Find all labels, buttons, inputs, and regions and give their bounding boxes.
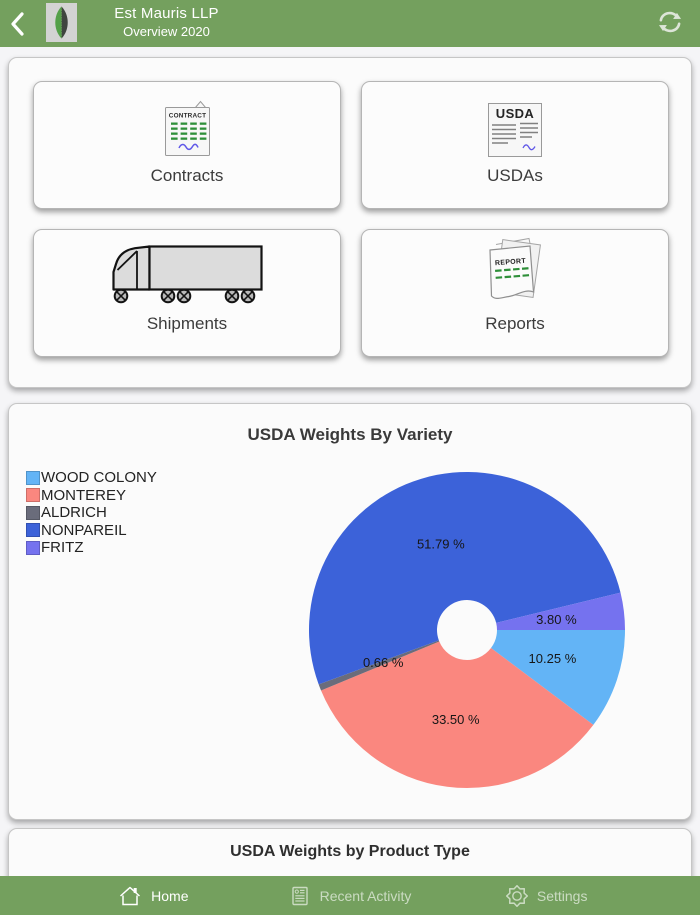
shipments-tile[interactable]: Shipments xyxy=(33,229,341,357)
top-nav-bar: Est Mauris LLP Overview 2020 xyxy=(0,0,700,47)
legend-item: ALDRICH xyxy=(26,504,157,521)
reports-tile-label: Reports xyxy=(485,314,545,333)
contracts-tile[interactable]: CONTRACT Contracts xyxy=(33,81,341,209)
legend-label: WOOD COLONY xyxy=(41,469,157,486)
legend-swatch xyxy=(26,523,40,537)
legend-item: FRITZ xyxy=(26,539,157,556)
tab-home[interactable]: Home xyxy=(55,885,252,907)
pie-slice-value-label: 51.79 % xyxy=(417,536,465,551)
recent-activity-icon xyxy=(291,886,308,905)
legend-item: NONPAREIL xyxy=(26,522,157,539)
legend-item: WOOD COLONY xyxy=(26,469,157,486)
variety-pie-chart: 10.25 % 33.50 % 0.66 % 51.79 % 3.80 % xyxy=(309,471,625,788)
legend-label: MONTEREY xyxy=(41,486,127,504)
pie-slice-value-label: 10.25 % xyxy=(529,651,577,666)
pie-slice-wood-colony xyxy=(490,630,625,725)
tab-settings-label: Settings xyxy=(536,887,588,904)
contracts-tile-label: Contracts xyxy=(150,166,224,185)
variety-chart-panel: USDA Weights By Variety WOOD COLONY MONTE… xyxy=(8,403,692,820)
usdas-tile[interactable]: USDA USDAs xyxy=(361,81,669,209)
tab-recent-activity[interactable]: Recent Activity xyxy=(252,885,449,907)
legend-swatch xyxy=(26,470,40,485)
report-stack-icon: REPORT xyxy=(489,237,541,299)
contract-document-icon: CONTRACT xyxy=(164,100,210,156)
usda-document-icon: USDA xyxy=(488,103,542,157)
pie-slice-monterey xyxy=(321,641,594,788)
legend-label: NONPAREIL xyxy=(41,521,127,539)
page-subtitle: Overview 2020 xyxy=(123,24,210,39)
tab-recent-activity-label: Recent Activity xyxy=(319,887,412,904)
refresh-icon[interactable] xyxy=(657,10,683,34)
variety-chart-title: USDA Weights By Variety xyxy=(247,425,453,444)
legend-item: MONTEREY xyxy=(26,487,157,504)
pie-slice-aldrich xyxy=(318,640,440,691)
svg-text:CONTRACT: CONTRACT xyxy=(168,113,205,120)
tab-home-label: Home xyxy=(151,887,189,904)
pie-slice-value-label: 0.66 % xyxy=(363,655,404,670)
home-icon xyxy=(120,886,141,905)
legend-swatch xyxy=(26,505,40,520)
quick-links-panel: CONTRACT Contracts USDA USDAs xyxy=(8,57,692,388)
back-chevron-icon[interactable] xyxy=(6,9,32,39)
tab-settings[interactable]: Settings xyxy=(448,884,645,907)
svg-text:REPORT: REPORT xyxy=(495,258,527,267)
page-title: Est Mauris LLP xyxy=(114,5,219,22)
company-logo-almond-icon xyxy=(46,3,77,42)
header-title-block: Est Mauris LLP Overview 2020 xyxy=(104,5,229,41)
settings-icon xyxy=(505,884,528,907)
usdas-tile-label: USDAs xyxy=(487,166,543,185)
legend-label: FRITZ xyxy=(41,539,84,556)
product-type-chart-title: USDA Weights by Product Type xyxy=(230,843,470,860)
pie-slice-nonpareil xyxy=(309,471,621,685)
reports-tile[interactable]: REPORT Reports xyxy=(361,229,669,357)
pie-slice-value-label: 3.80 % xyxy=(536,612,577,627)
chart-legend: WOOD COLONY MONTEREY ALDRICH NONPAREIL FRITZ xyxy=(26,469,157,557)
truck-icon xyxy=(112,245,263,304)
svg-text:USDA: USDA xyxy=(496,106,535,121)
legend-label: ALDRICH xyxy=(41,504,107,521)
pie-slice-fritz xyxy=(496,592,625,630)
legend-swatch xyxy=(26,488,40,502)
bottom-tab-bar: Home Recent Activity Settings xyxy=(0,876,700,915)
legend-swatch xyxy=(26,540,40,555)
shipments-tile-label: Shipments xyxy=(146,314,228,333)
pie-slice-value-label: 33.50 % xyxy=(432,712,480,727)
